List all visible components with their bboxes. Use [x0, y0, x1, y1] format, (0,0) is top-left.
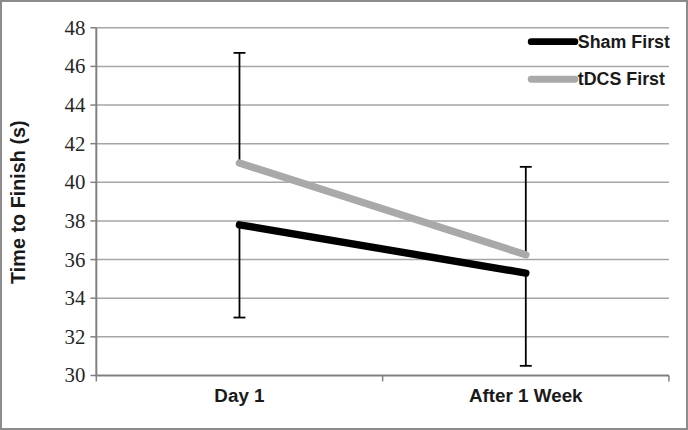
- y-tick-label: 46: [65, 54, 86, 77]
- series-lines: [239, 163, 525, 273]
- y-tick-label: 40: [65, 170, 86, 193]
- y-tick-label: 32: [65, 325, 86, 348]
- legend-label-tdcs-first: tDCS First: [578, 69, 665, 89]
- y-tick-label: 34: [65, 286, 86, 309]
- y-tick-label: 36: [65, 248, 86, 271]
- series-line-sham-first: [239, 225, 525, 273]
- y-tick-label: 38: [65, 209, 86, 232]
- series-line-tdcs-first: [239, 163, 525, 255]
- chart-frame: 30323436384042444648 Time to Finish (s) …: [0, 0, 688, 430]
- y-tick-label: 48: [65, 16, 86, 39]
- y-tick-label: 42: [65, 132, 86, 155]
- y-tick-label: 30: [65, 363, 86, 386]
- y-tick-labels: 30 32 34 36 38 40 42 44 46 48: [65, 16, 86, 387]
- legend: Sham First tDCS First: [531, 32, 670, 90]
- x-category-label-after-1-week: After 1 Week: [469, 385, 583, 406]
- legend-label-sham-first: Sham First: [578, 32, 670, 52]
- x-category-label-day-1: Day 1: [214, 385, 264, 406]
- line-chart: 30323436384042444648 Time to Finish (s) …: [2, 2, 686, 428]
- y-axis-title: Time to Finish (s): [7, 120, 29, 284]
- y-tick-label: 44: [65, 93, 86, 116]
